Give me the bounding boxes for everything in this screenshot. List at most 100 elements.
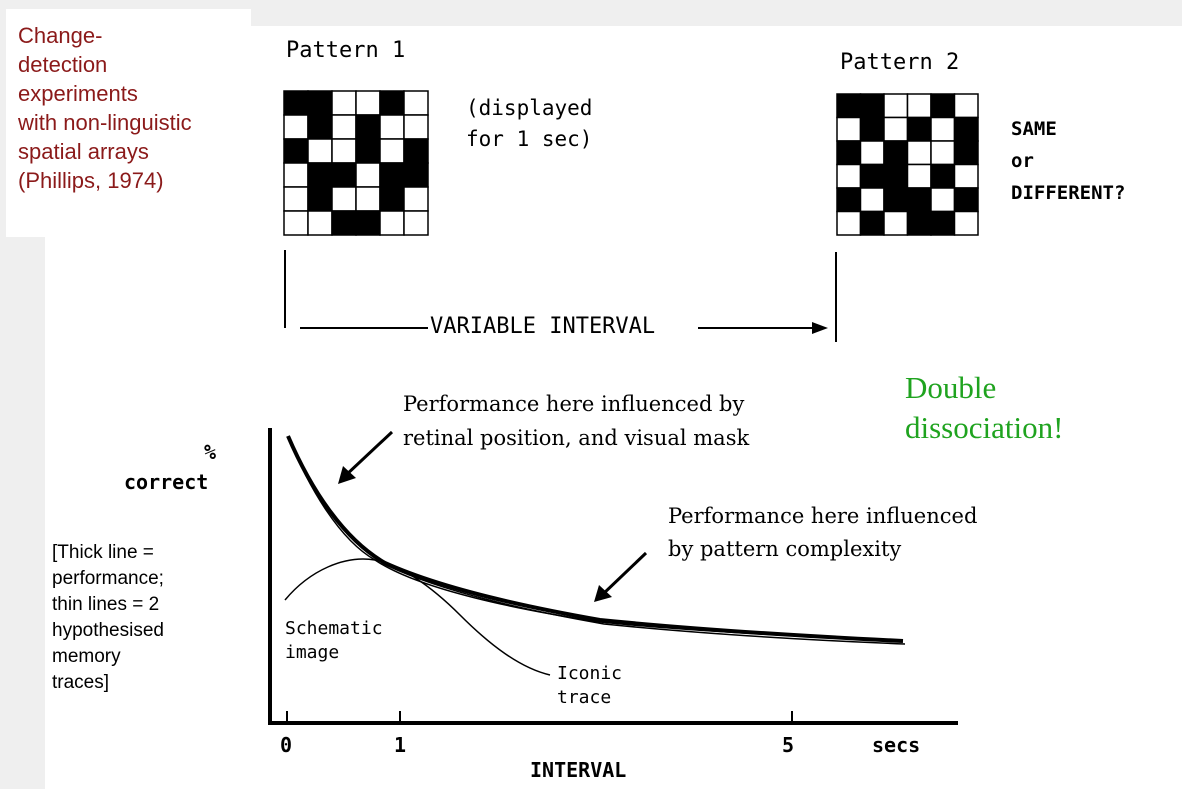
annotation2-arrowhead [594, 585, 612, 602]
pattern-cell [836, 210, 862, 236]
pattern-cell [307, 210, 333, 236]
pattern-cell [331, 138, 357, 164]
pattern-cell [883, 187, 909, 213]
question-or: or [1011, 150, 1034, 172]
annotation2-line2: by pattern complexity [668, 537, 902, 561]
annotation1-arrow-shaft [343, 430, 394, 478]
title-box: Change- detection experiments with non-l… [6, 9, 251, 237]
pattern-cell [403, 90, 429, 116]
pattern1-grid [283, 90, 429, 236]
pattern-cell [283, 210, 309, 236]
pattern-cell [906, 140, 932, 166]
pattern-cell [355, 114, 381, 140]
annotation1-line1: Performance here influenced by [403, 392, 745, 416]
pattern-cell [836, 140, 862, 166]
pattern1-note-line1: (displayed [466, 96, 593, 120]
pattern-cell [331, 90, 357, 116]
pattern-cell [859, 210, 885, 236]
iconic-trace-curve [287, 436, 881, 641]
pattern-cell [930, 163, 956, 189]
pattern-cell [953, 140, 979, 166]
question-same: SAME [1011, 118, 1057, 140]
pattern-cell [331, 114, 357, 140]
annotation2-arrow-shaft [600, 551, 648, 597]
pattern-cell [930, 187, 956, 213]
iconic-label-line1: Iconic [557, 663, 623, 684]
pattern-cell [379, 90, 405, 116]
pattern-cell [307, 138, 333, 164]
interval-arrowhead [812, 322, 828, 334]
pattern-cell [883, 140, 909, 166]
pattern1-label: Pattern 1 [286, 38, 406, 63]
legend-note: [Thick line = performance; thin lines = … [52, 542, 164, 693]
x-axis-label: INTERVAL [530, 758, 627, 782]
pattern-cell [355, 186, 381, 212]
pattern-cell [836, 116, 862, 142]
slide-title: Change- detection experiments with non-l… [18, 23, 192, 193]
pattern-cell [331, 186, 357, 212]
x-tick-1: 1 [394, 733, 407, 757]
pattern-cell [307, 90, 333, 116]
pattern-cell [379, 210, 405, 236]
performance-curve [286, 435, 904, 643]
pattern-cell [307, 162, 333, 188]
pattern-cell [379, 186, 405, 212]
pattern-cell [307, 186, 333, 212]
pattern-cell [379, 162, 405, 188]
schematic-label-line2: image [285, 642, 340, 663]
interval-label: VARIABLE INTERVAL [430, 314, 656, 339]
y-axis-label-correct: correct [124, 470, 209, 494]
x-tick-0: 0 [280, 733, 293, 757]
pattern-cell [953, 93, 979, 119]
pattern-cell [883, 210, 909, 236]
pattern-cell [403, 162, 429, 188]
pattern-cell [953, 187, 979, 213]
double-dissociation-note: Double dissociation! [905, 370, 1064, 445]
pattern-cell [331, 162, 357, 188]
question-different: DIFFERENT? [1011, 182, 1126, 204]
pattern-cell [906, 187, 932, 213]
pattern-cell [403, 114, 429, 140]
pattern-cell [953, 163, 979, 189]
pattern-cell [883, 163, 909, 189]
annotation1-line2: retinal position, and visual mask [403, 426, 750, 450]
pattern-cell [859, 116, 885, 142]
pattern-cell [283, 138, 309, 164]
x-unit: secs [872, 733, 921, 757]
pattern-cell [355, 138, 381, 164]
pattern-cell [283, 114, 309, 140]
pattern-cell [906, 116, 932, 142]
pattern-cell [859, 140, 885, 166]
pattern-cell [836, 163, 862, 189]
pattern-cell [403, 186, 429, 212]
pattern-cell [883, 93, 909, 119]
pattern-cell [953, 210, 979, 236]
iconic-label-line2: trace [557, 687, 612, 708]
pattern-cell [906, 93, 932, 119]
pattern-cell [836, 187, 862, 213]
pattern-cell [930, 140, 956, 166]
pattern1-note-line2: for 1 sec) [466, 127, 593, 151]
pattern-cell [883, 116, 909, 142]
pattern-cell [859, 93, 885, 119]
pattern-cell [307, 114, 333, 140]
pattern-cell [836, 93, 862, 119]
pattern-cell [283, 162, 309, 188]
annotation2-line1: Performance here influenced [668, 504, 978, 528]
pattern-cell [283, 90, 309, 116]
pattern-cell [859, 163, 885, 189]
pattern-cell [379, 138, 405, 164]
pattern-cell [859, 187, 885, 213]
pattern2-label: Pattern 2 [840, 50, 960, 75]
performance-curve-outline [289, 439, 906, 645]
pattern-cell [283, 186, 309, 212]
pattern-cell [930, 93, 956, 119]
schematic-label-line1: Schematic [285, 618, 383, 639]
pattern-cell [930, 116, 956, 142]
pattern-cell [355, 90, 381, 116]
pattern-cell [906, 210, 932, 236]
pattern-cell [930, 210, 956, 236]
pattern-cell [403, 210, 429, 236]
